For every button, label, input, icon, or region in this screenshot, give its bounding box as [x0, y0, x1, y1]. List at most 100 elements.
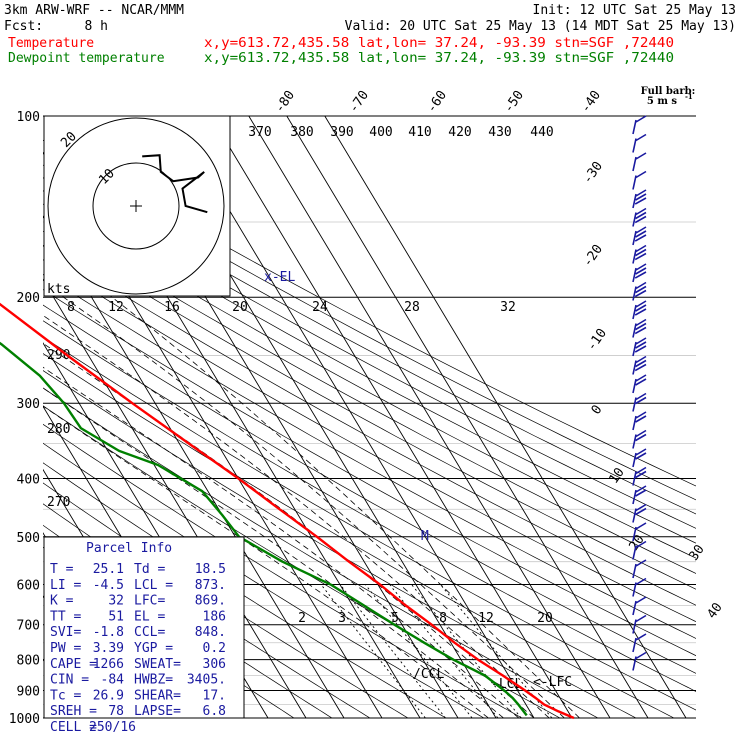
- right-temp-label: -20: [580, 242, 606, 270]
- wetbulb-label: 28: [404, 300, 420, 315]
- adiabat-label: 280: [47, 422, 70, 437]
- wind-barb: [632, 559, 647, 579]
- wind-barb: [632, 263, 647, 283]
- barb-legend-line1: Full barb:: [641, 86, 696, 97]
- wind-barb: [632, 503, 647, 523]
- isotherm-line: [43, 278, 307, 718]
- parcel-key: Td =: [134, 562, 165, 577]
- wetbulb-label: 24: [312, 300, 328, 315]
- wetbulb-label: 8: [67, 300, 75, 315]
- wind-barb: [632, 207, 647, 227]
- parcel-key: SWEAT=: [134, 657, 181, 672]
- dry-adiabat-line: [43, 304, 696, 674]
- pressure-label-600: 600: [17, 578, 40, 593]
- parcel-value: 306: [203, 657, 226, 672]
- wind-barb: [632, 614, 647, 634]
- init-time: Init: 12 UTC Sat 25 May 13: [533, 3, 737, 18]
- isotherm-line: [0, 116, 2, 718]
- dewpoint-legend-label: Dewpoint temperature: [8, 51, 165, 66]
- mixing-ratio-line: [320, 584, 426, 718]
- barb-legend-exponent: -1: [685, 92, 693, 101]
- wind-barb: [632, 115, 647, 135]
- wind-barb: [632, 300, 647, 320]
- mixing-ratio-label: 5: [391, 611, 399, 626]
- lfc-marker: <-LFC: [533, 675, 572, 690]
- temperature-legend-label: Temperature: [8, 36, 94, 51]
- ccl-marker: /CCL: [413, 667, 444, 682]
- wind-barb: [632, 429, 647, 449]
- dry-adiabat-line: [43, 217, 696, 574]
- right-temp-label: 30: [686, 542, 707, 563]
- wetbulb-label: 20: [232, 300, 248, 315]
- isotherm-line: [286, 116, 649, 718]
- parcel-key: SREH =: [50, 704, 97, 719]
- mixing-ratio-label: 20: [537, 611, 553, 626]
- mixing-ratio-label: 3: [338, 611, 346, 626]
- theta-label: 380: [290, 125, 313, 140]
- wind-barb: [632, 318, 647, 338]
- adiabat-label: 290: [47, 348, 70, 363]
- parcel-box: [43, 536, 245, 719]
- wind-barb: [632, 392, 647, 412]
- pressure-label-300: 300: [17, 397, 40, 412]
- isotherm-line: [172, 116, 535, 718]
- parcel-key: K =: [50, 594, 74, 609]
- parcel-key: CELL =: [50, 720, 97, 735]
- parcel-key: SVI=: [50, 625, 81, 640]
- el-marker: x-EL: [264, 270, 295, 285]
- header: 3km ARW-WRF -- NCAR/MMM Init: 12 UTC Sat…: [4, 3, 736, 66]
- parcel-value: -1.8: [93, 625, 124, 640]
- pressure-label-800: 800: [17, 654, 40, 669]
- parcel-value: 848.: [195, 625, 226, 640]
- isotherm-line: [324, 116, 687, 718]
- wind-barb: [632, 337, 647, 357]
- wetbulb-label: 12: [108, 300, 124, 315]
- parcel-value: 0.2: [203, 641, 226, 656]
- dry-adiabat-line: [43, 245, 696, 606]
- valid-time: Valid: 20 UTC Sat 25 May 13 (14 MDT Sat …: [345, 19, 736, 34]
- isotherm-line: [248, 116, 611, 718]
- dry-adiabat-line: [43, 370, 637, 718]
- parcel-key: SHEAR=: [134, 688, 181, 703]
- hodograph-trace: [142, 154, 208, 214]
- parcel-key: LCL =: [134, 578, 173, 593]
- wind-barb: [632, 226, 647, 246]
- parcel-value: 51: [108, 609, 124, 624]
- right-temp-label: -10: [584, 326, 610, 354]
- parcel-value: 3405.: [187, 673, 226, 688]
- top-temp-label: -80: [272, 88, 298, 116]
- wind-barb: [632, 411, 647, 431]
- parcel-value: 869.: [195, 594, 226, 609]
- theta-label: 390: [330, 125, 353, 140]
- right-temp-label: 10: [606, 465, 627, 486]
- lcl-marker: -LCL: [491, 677, 522, 692]
- dry-adiabat-line: [43, 423, 523, 718]
- dry-adiabat-line: [43, 320, 696, 692]
- parcel-key: HWBZ=: [134, 673, 173, 688]
- dry-adiabat-line: [43, 177, 696, 529]
- parcel-value: 186: [203, 609, 226, 624]
- wind-barb: [632, 633, 647, 653]
- parcel-value: 3.39: [93, 641, 124, 656]
- parcel-key: LAPSE=: [134, 704, 181, 719]
- parcel-info-panel: Parcel Info T = 25.1 Td = 18.5 LI = -4.5 LCL = 8…: [43, 536, 245, 735]
- dewpoint-location: x,y=613.72,435.58 lat,lon= 37.24, -93.39…: [204, 51, 674, 66]
- top-temp-label: -60: [424, 88, 450, 116]
- isotherm-line: [210, 116, 573, 718]
- right-temp-label: 20: [626, 532, 647, 553]
- top-temp-label: -50: [501, 88, 527, 116]
- parcel-key: Tc =: [50, 688, 81, 703]
- wind-barb: [632, 651, 647, 671]
- barb-legend: Full barb: 5 m s -1: [641, 86, 696, 107]
- pressure-label-900: 900: [17, 684, 40, 699]
- right-temp-label: -30: [580, 159, 606, 187]
- wind-barb: [632, 577, 647, 597]
- dry-adiabat-line: [43, 230, 696, 590]
- mixing-ratio-line: [364, 584, 473, 718]
- temperature-location: x,y=613.72,435.58 lat,lon= 37.24, -93.39…: [204, 36, 674, 51]
- parcel-key: CIN =: [50, 673, 89, 688]
- forecast-label: Fcst:: [4, 19, 43, 34]
- pressure-label-500: 500: [17, 531, 40, 546]
- parcel-value: -4.5: [93, 578, 124, 593]
